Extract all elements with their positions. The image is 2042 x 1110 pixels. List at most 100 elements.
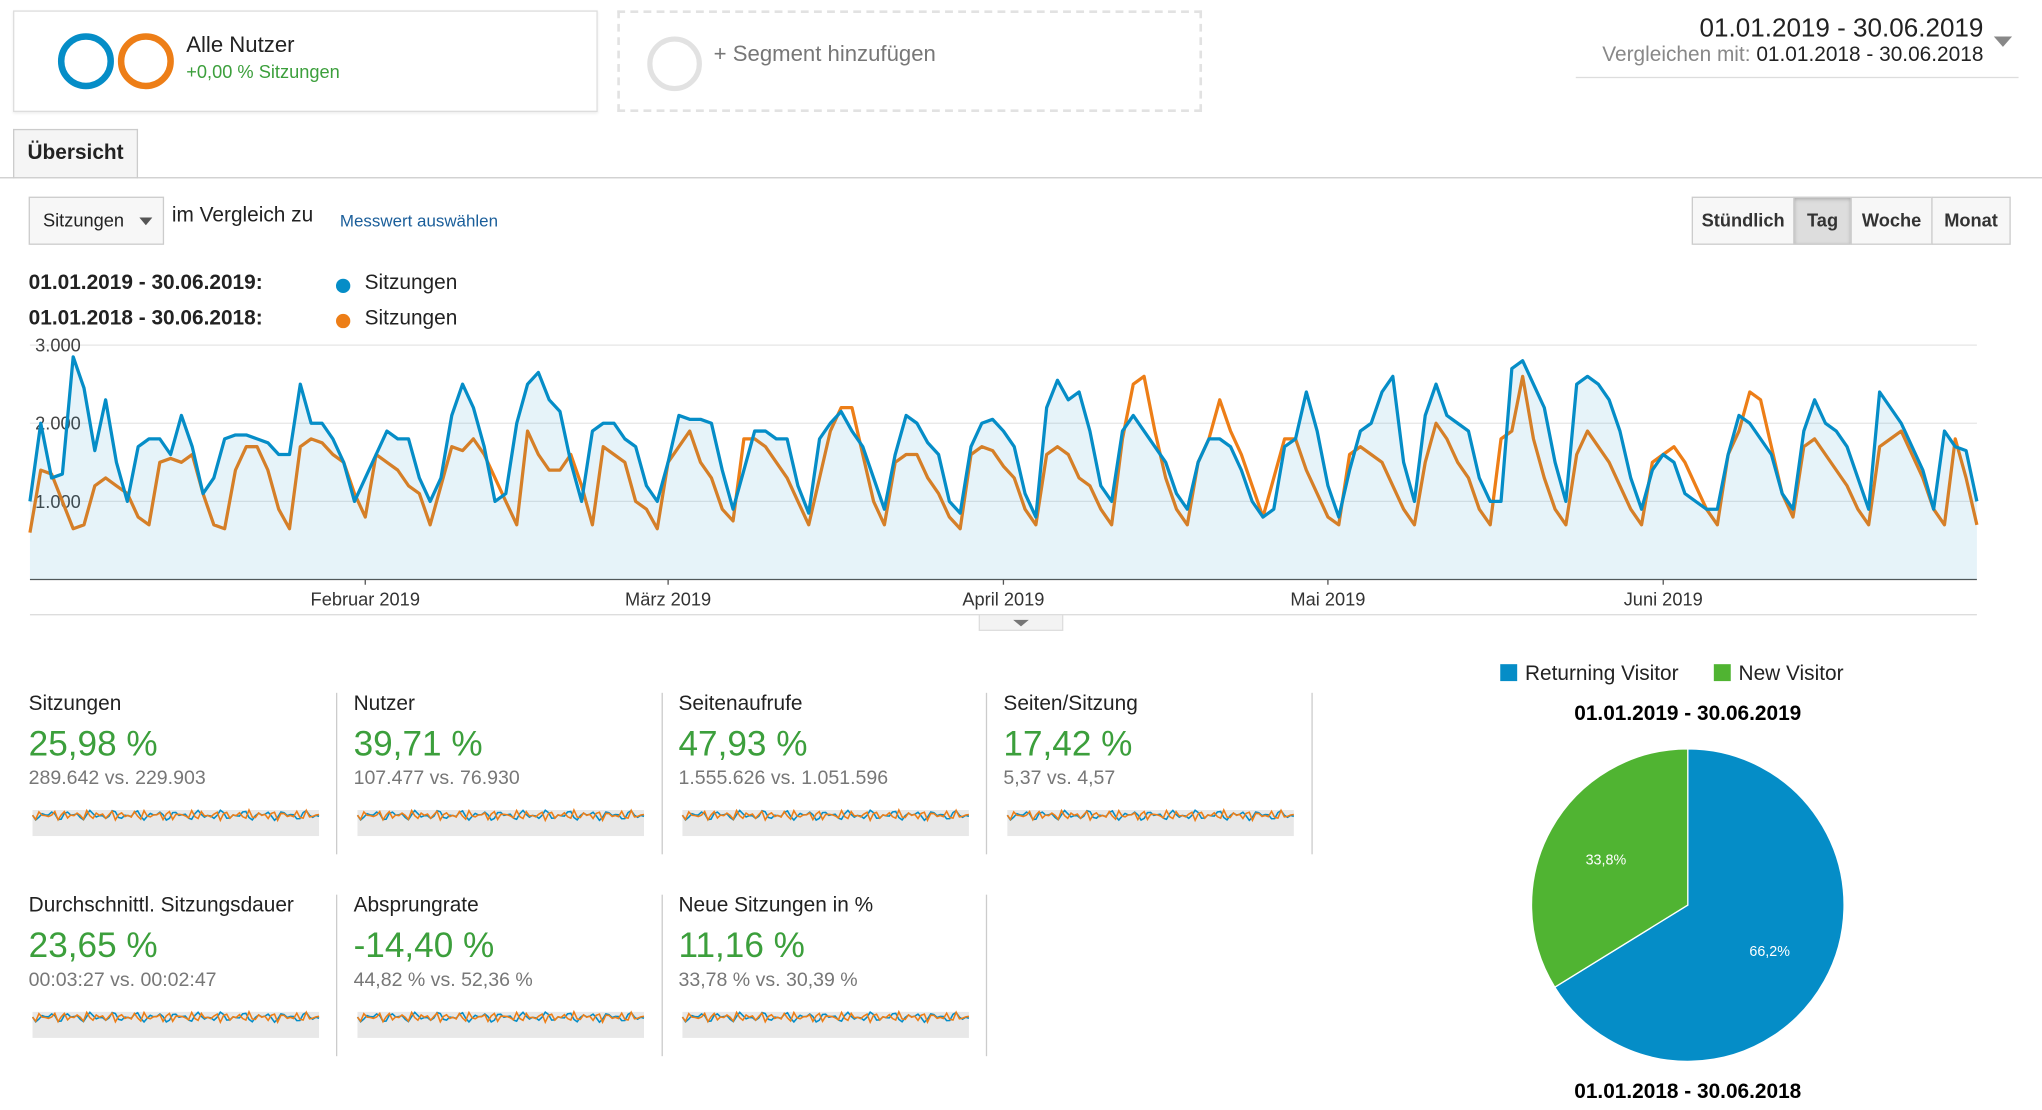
metric-change: 39,71 % [353,724,483,764]
sparkline-line [681,1009,970,1025]
legend-name: Sitzungen [364,307,458,330]
metric-comparison: 289.642 vs. 229.903 [28,767,206,790]
legend-swatch [1500,664,1518,682]
metric-comparison: 1.555.626 vs. 1.051.596 [678,767,889,790]
sparkline-line [681,809,970,822]
sparkline [31,1009,320,1038]
y-tick-label: 2.000 [35,413,81,434]
metric-label: Durchschnittl. Sitzungsdauer [28,894,294,917]
add-segment-label: + Segment hinzufügen [713,41,936,67]
metric-label: Absprungrate [353,894,479,917]
sparkline-line [356,1011,645,1024]
metric-label: Neue Sitzungen in % [678,894,874,917]
metric-comparison: 5,37 vs. 4,57 [1003,767,1116,790]
x-tick-label: Februar 2019 [311,589,420,610]
metric-label: Nutzer [353,692,415,715]
x-tick-label: Mai 2019 [1290,589,1365,610]
date-dropdown-arrow[interactable] [1993,35,2014,48]
pie-subtitle: 01.01.2018 - 30.06.2018 [1574,1080,1801,1103]
legend-label: Returning Visitor [1525,662,1679,685]
granularity-button[interactable]: Tag [1793,196,1852,245]
select-metric-link[interactable]: Messwert auswählen [339,210,498,231]
metric[interactable]: Nutzer 39,71 % 107.477 vs. 76.930 [354,693,661,862]
series-area [29,356,1977,580]
legend-swatch [1713,664,1731,682]
metric-change: 11,16 % [678,925,805,966]
metric[interactable]: Durchschnittl. Sitzungsdauer 23,65 % 00:03… [29,895,336,1064]
metric[interactable]: Neue Sitzungen in % 11,16 % 33,78 % vs. 30… [678,895,985,1064]
y-tick-label: 3.000 [35,335,81,356]
sparkline-line [356,809,645,822]
legend-period: 01.01.2019 - 30.06.2019: [28,272,263,295]
metric-change: 47,93 % [678,724,808,764]
segment-icon [57,33,174,90]
legend-dot [335,313,351,329]
granularity-button[interactable]: Monat [1931,196,2011,245]
date-underline [1575,76,2019,79]
sparkline-line [31,1009,320,1025]
segment-card[interactable]: Alle Nutzer +0,00 % Sitzungen [13,10,598,112]
compare-dates: 01.01.2018 - 30.06.2018 [1756,44,1984,67]
pie-slice [1530,748,1689,989]
sparkline-line [31,809,320,822]
sparkline [681,1009,970,1038]
metric-separator [335,894,338,1057]
legend-dot [335,278,351,294]
sparkline-line [681,808,970,823]
sparkline-line [356,1009,645,1025]
sparkline-line [31,808,320,823]
pie-slice [1553,748,1845,1062]
granularity-button[interactable]: Stündlich [1691,196,1795,245]
granularity-buttons: Stündlich Tag Woche Monat [1691,196,2011,245]
date-range[interactable]: 01.01.2019 - 30.06.2019 [1699,14,1984,43]
series-line [28,355,1979,519]
metric[interactable]: Absprungrate -14,40 % 44,82 % vs. 52,36 % [354,895,661,1064]
x-tick-label: Juni 2019 [1624,589,1703,610]
metric-label: Seitenaufrufe [678,692,803,715]
granularity-button[interactable]: Woche [1850,196,1933,245]
pie-title: 01.01.2019 - 30.06.2019 [1574,702,1801,725]
metric-separator [660,692,663,855]
metric-change: 25,98 % [28,724,158,764]
compare-range: Vergleichen mit: 01.01.2018 - 30.06.2018 [1602,44,1983,67]
add-segment[interactable]: + Segment hinzufügen [617,10,1203,112]
metric-comparison: 00:03:27 vs. 00:02:47 [28,968,217,992]
metric[interactable]: Seitenaufrufe 47,93 % 1.555.626 vs. 1.051.… [678,693,985,862]
legend-name: Sitzungen [364,272,458,295]
x-tick-label: April 2019 [962,589,1044,610]
sparkline-line [356,808,645,823]
sparkline [31,808,320,837]
sparkline-line [1006,809,1295,822]
compare-text: im Vergleich zu [171,204,314,227]
sparkline-line [31,1011,320,1024]
legend-period: 01.01.2018 - 30.06.2018: [28,307,263,330]
sparkline [681,808,970,837]
metric-label: Sitzungen [28,692,122,715]
sparkline-line [1006,808,1294,823]
metric-comparison: 44,82 % vs. 52,36 % [353,968,533,992]
compare-label: Vergleichen mit: [1602,44,1751,67]
legend-label: New Visitor [1739,662,1844,685]
metric[interactable]: Seiten/Sitzung 17,42 % 5,37 vs. 4,57 [1003,693,1310,862]
metric-comparison: 107.477 vs. 76.930 [353,767,520,790]
metric-dropdown[interactable]: Sitzungen [28,196,165,245]
metric-comparison: 33,78 % vs. 30,39 % [678,968,858,992]
add-segment-icon [647,36,702,92]
series-line [28,374,1979,533]
sparkline [356,808,645,837]
dropdown-arrow [139,217,153,226]
metric-change: 17,42 % [1003,724,1133,764]
metric-separator [335,692,338,855]
metric-change: 23,65 % [28,925,158,966]
metric[interactable]: Sitzungen 25,98 % 289.642 vs. 229.903 [29,693,336,862]
tab[interactable]: Übersicht [13,128,139,179]
x-tick-label: März 2019 [625,589,711,610]
metric-dropdown-label: Sitzungen [42,209,125,231]
resize-arrow [1013,619,1029,627]
y-tick-label: 1.000 [35,491,81,512]
pie-label: 33,8% [1586,853,1627,869]
sparkline [1006,808,1295,837]
metric-separator [1310,692,1313,855]
pie-label: 66,2% [1749,944,1790,960]
